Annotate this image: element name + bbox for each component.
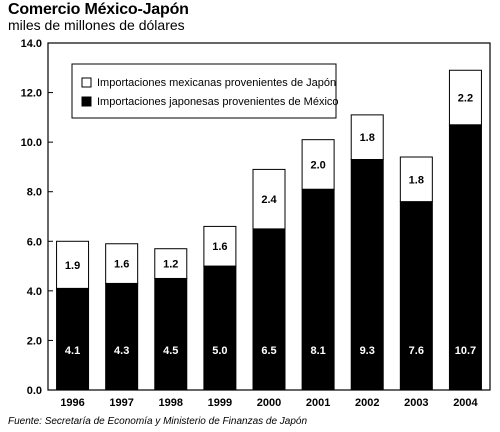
legend-label-import-mexico: Importaciones mexicanas provenientes de … [97, 77, 336, 89]
value-label-top: 2.4 [261, 194, 277, 206]
chart-title: Comercio México-Japón [8, 1, 189, 18]
value-label-bottom: 6.5 [261, 345, 276, 357]
value-label-top: 1.8 [360, 132, 375, 144]
value-label-top: 1.2 [163, 259, 178, 271]
legend-label-import-japan: Importaciones japonesas provenientes de … [97, 96, 339, 108]
y-tick-label: 0.0 [27, 385, 42, 397]
bar-import-from-mexico [105, 282, 139, 391]
value-label-top: 2.2 [458, 93, 473, 105]
value-label-top: 1.8 [409, 174, 424, 186]
bar-import-from-mexico [203, 265, 237, 391]
bar-import-from-japan [252, 168, 286, 230]
value-label-top: 2.0 [310, 159, 325, 171]
bar-import-from-mexico [399, 201, 433, 391]
value-label-bottom: 8.1 [310, 345, 325, 357]
bar-import-from-mexico [56, 287, 90, 391]
y-tick-label: 6.0 [27, 236, 42, 248]
value-label-bottom: 4.3 [114, 345, 129, 357]
legend: Importaciones mexicanas provenientes de … [71, 63, 339, 119]
bar-import-from-mexico [252, 228, 286, 391]
legend-swatch-white [81, 77, 92, 88]
legend-box [71, 63, 337, 119]
x-tick-label: 2002 [355, 397, 379, 409]
bar-import-from-mexico [350, 158, 384, 391]
x-tick-label: 2000 [257, 397, 281, 409]
value-label-bottom: 10.7 [455, 345, 476, 357]
value-label-bottom: 7.6 [409, 345, 424, 357]
bar-import-from-mexico [301, 188, 335, 391]
bar-import-from-japan [56, 240, 90, 289]
x-tick-label: 2004 [453, 397, 478, 409]
x-tick-label: 2003 [404, 397, 428, 409]
bar-import-from-mexico [448, 124, 482, 391]
bar-import-from-japan [350, 114, 384, 160]
bar-import-from-japan [105, 243, 139, 284]
y-tick-label: 2.0 [27, 335, 42, 347]
value-label-top: 1.9 [65, 260, 80, 272]
value-label-top: 1.6 [212, 241, 227, 253]
y-tick-label: 12.0 [21, 88, 42, 100]
chart-subtitle: miles de millones de dólares [8, 17, 185, 33]
bar-import-from-japan [448, 69, 482, 126]
bar-import-from-japan [399, 156, 433, 203]
y-tick-label: 14.0 [21, 38, 42, 50]
y-tick-label: 10.0 [21, 137, 42, 149]
y-tick-label: 8.0 [27, 187, 42, 199]
value-label-bottom: 9.3 [360, 345, 375, 357]
value-label-bottom: 5.0 [212, 345, 227, 357]
x-tick-label: 1998 [159, 397, 183, 409]
bar-import-from-japan [154, 248, 188, 279]
x-tick-label: 1997 [109, 397, 133, 409]
bar-import-from-japan [203, 225, 237, 267]
value-label-top: 1.6 [114, 259, 129, 271]
legend-swatch-black [81, 96, 92, 107]
x-tick-label: 1996 [60, 397, 84, 409]
value-label-bottom: 4.5 [163, 345, 178, 357]
value-label-bottom: 4.1 [65, 345, 80, 357]
x-tick-label: 2001 [306, 397, 330, 409]
labels-group: 4.1 1.9 1996 4.3 1.6 1997 4.5 1.2 1998 5.0 1.6 1999… [60, 93, 478, 409]
bar-import-from-japan [301, 139, 335, 190]
x-tick-label: 1999 [208, 397, 232, 409]
y-tick-label: 4.0 [27, 286, 42, 298]
bars-group [56, 69, 482, 391]
source-note: Fuente: Secretaría de Economía y Ministe… [8, 416, 308, 427]
bar-import-from-mexico [154, 277, 188, 391]
